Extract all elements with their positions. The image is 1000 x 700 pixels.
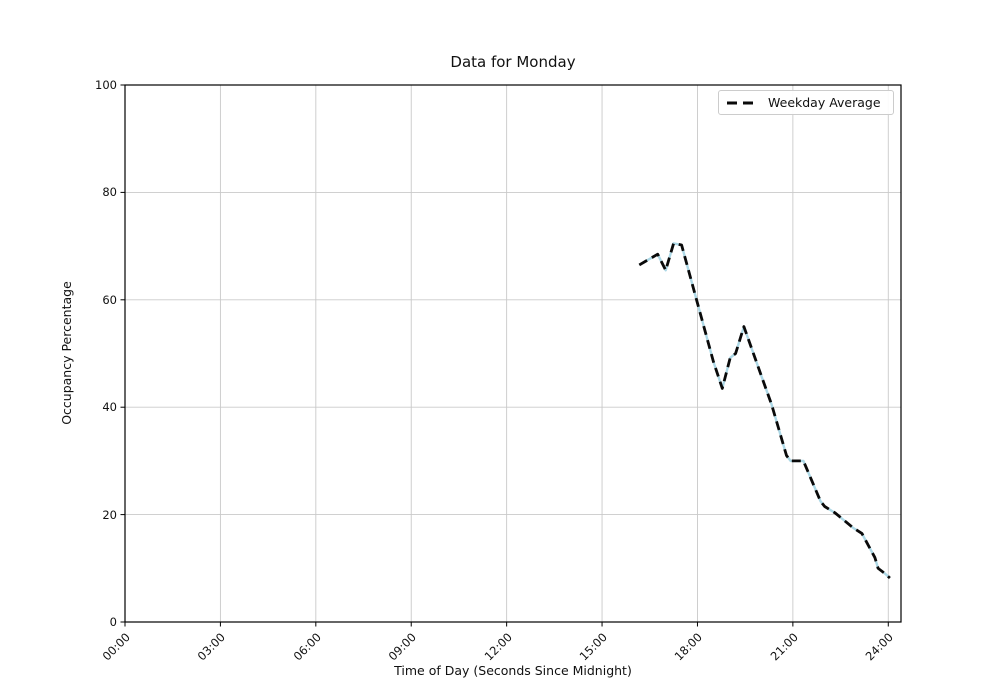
y-tick-label: 40	[102, 400, 117, 415]
y-axis-label: Occupancy Percentage	[59, 281, 74, 425]
series-line-monday	[638, 242, 891, 579]
x-axis-label: Time of Day (Seconds Since Midnight)	[394, 663, 632, 678]
chart-title: Data for Monday	[450, 53, 576, 71]
plot-border	[124, 84, 902, 623]
y-tick-label: 20	[102, 507, 117, 522]
dashed-line-sample-icon	[727, 101, 759, 104]
y-tick-label: 0	[109, 615, 117, 629]
y-tick-label: 100	[95, 78, 117, 92]
y-tick-label: 80	[102, 185, 117, 200]
y-tick-label: 60	[102, 292, 117, 307]
legend-label: Weekday Average	[768, 95, 881, 110]
legend: Weekday Average	[718, 90, 894, 115]
series-line-weekday-average	[638, 241, 891, 580]
